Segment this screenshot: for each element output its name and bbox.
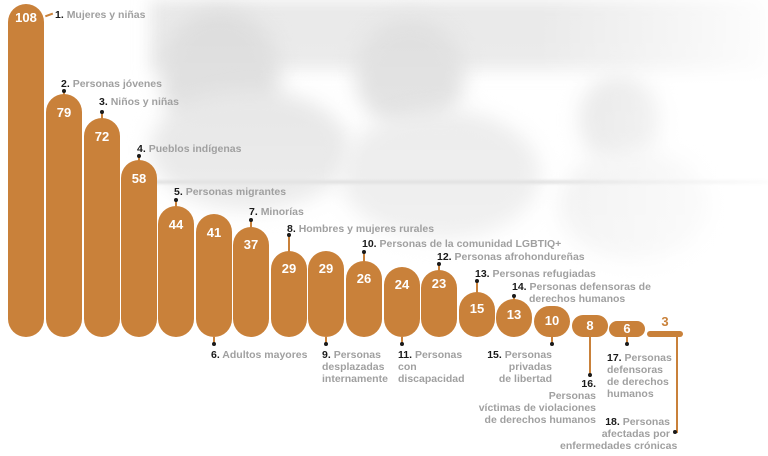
bar-13: 15	[459, 292, 495, 337]
connector-7	[250, 221, 252, 228]
connector-11	[401, 337, 403, 343]
bar-value: 10	[544, 313, 560, 328]
bar-14: 13	[496, 299, 532, 337]
bar-value: 58	[131, 171, 147, 186]
bar-12: 23	[421, 270, 457, 337]
bar-value: 37	[243, 237, 259, 252]
marker-dot	[475, 279, 479, 283]
bar-2: 79	[46, 94, 82, 337]
connector-13	[476, 282, 478, 293]
connector-10	[363, 253, 365, 262]
label-10: 10. Personas de la comunidad LGBTIQ+	[362, 238, 562, 250]
bar-1: 108	[8, 4, 44, 337]
marker-dot	[287, 233, 291, 237]
label-7: 7. Minorías	[249, 206, 304, 218]
bar-value: 29	[318, 261, 334, 276]
bar-value: 108	[15, 10, 37, 25]
connector-5	[175, 201, 177, 207]
marker-dot	[437, 262, 441, 266]
bar-value: 23	[431, 276, 447, 291]
marker-dot	[625, 342, 629, 346]
bar-value: 8	[586, 318, 594, 333]
bar-6: 41	[196, 214, 232, 337]
bar-15: 10	[534, 306, 570, 337]
marker-dot	[588, 373, 592, 377]
label-2: 2. Personas jóvenes	[61, 78, 162, 90]
bar-value: 29	[281, 261, 297, 276]
bar-4: 58	[121, 160, 157, 337]
bar-value: 44	[168, 217, 184, 232]
label-5: 5. Personas migrantes	[174, 186, 287, 198]
connector-9	[325, 337, 327, 343]
bar-3: 72	[84, 118, 120, 337]
connector-17	[626, 337, 628, 343]
bar-value: 6	[623, 321, 631, 336]
label-12: 12. Personas afrohondureñas	[437, 251, 585, 263]
bar-value: 26	[356, 271, 372, 286]
connector-12	[438, 265, 440, 271]
label-11: 11. Personas con discapacidad	[398, 349, 465, 385]
connector-14	[513, 297, 515, 300]
marker-dot	[174, 198, 178, 202]
bar-18	[647, 331, 683, 337]
marker-dot	[249, 218, 253, 222]
bar-value: 72	[94, 129, 110, 144]
connector-2	[63, 92, 65, 96]
marker-dot	[212, 342, 216, 346]
marker-dot	[324, 342, 328, 346]
marker-dot	[100, 110, 104, 114]
bar-value-18: 3	[661, 314, 669, 329]
bar-11: 24	[384, 267, 420, 337]
connector-16	[589, 337, 591, 377]
connector-3	[101, 113, 103, 119]
connector-8	[288, 236, 290, 252]
bar-8: 29	[271, 251, 307, 337]
bar-value: 79	[56, 105, 72, 120]
marker-dot	[550, 342, 554, 346]
connector-18	[676, 337, 678, 433]
connector-15	[551, 337, 553, 343]
connector-4	[138, 157, 140, 161]
label-4: 4. Pueblos indígenas	[137, 143, 242, 155]
bar-7: 37	[233, 227, 269, 337]
label-14: 14. Personas defensoras de derechos human…	[512, 281, 651, 305]
label-1: 1. Mujeres y niñas	[55, 9, 146, 21]
label-8: 8. Hombres y mujeres rurales	[287, 223, 435, 235]
bar-16: 8	[572, 315, 608, 337]
label-9: 9. Personas desplazadas internamente	[322, 349, 388, 385]
marker-dot	[400, 342, 404, 346]
label-18: 18. Personas afectadas por enfermedades cr…	[560, 416, 678, 452]
bar-value: 41	[206, 225, 222, 240]
label-3: 3. Niños y niñas	[99, 96, 179, 108]
bar-5: 44	[158, 206, 194, 337]
marker-dot	[512, 294, 516, 298]
marker-dot	[362, 250, 366, 254]
marker-dot	[62, 89, 66, 93]
bar-10: 26	[346, 261, 382, 337]
connector-6	[213, 337, 215, 343]
marker-dot	[673, 430, 677, 434]
bar-value: 13	[506, 307, 522, 322]
bar-value: 24	[394, 277, 410, 292]
bar-9: 29	[308, 251, 344, 337]
label-13: 13. Personas refugiadas	[475, 268, 596, 280]
label-17: 17. Personas defensoras de derechos humanos	[607, 352, 672, 400]
label-6: 6. Adultos mayores	[211, 349, 308, 361]
marker-dot	[137, 154, 141, 158]
label-16: 16. Personas víctimas de violaciones de der…	[478, 378, 596, 426]
label-15: 15. Personas privadas de libertad	[487, 349, 552, 385]
bar-17: 6	[609, 321, 645, 337]
bar-value: 15	[469, 301, 485, 316]
